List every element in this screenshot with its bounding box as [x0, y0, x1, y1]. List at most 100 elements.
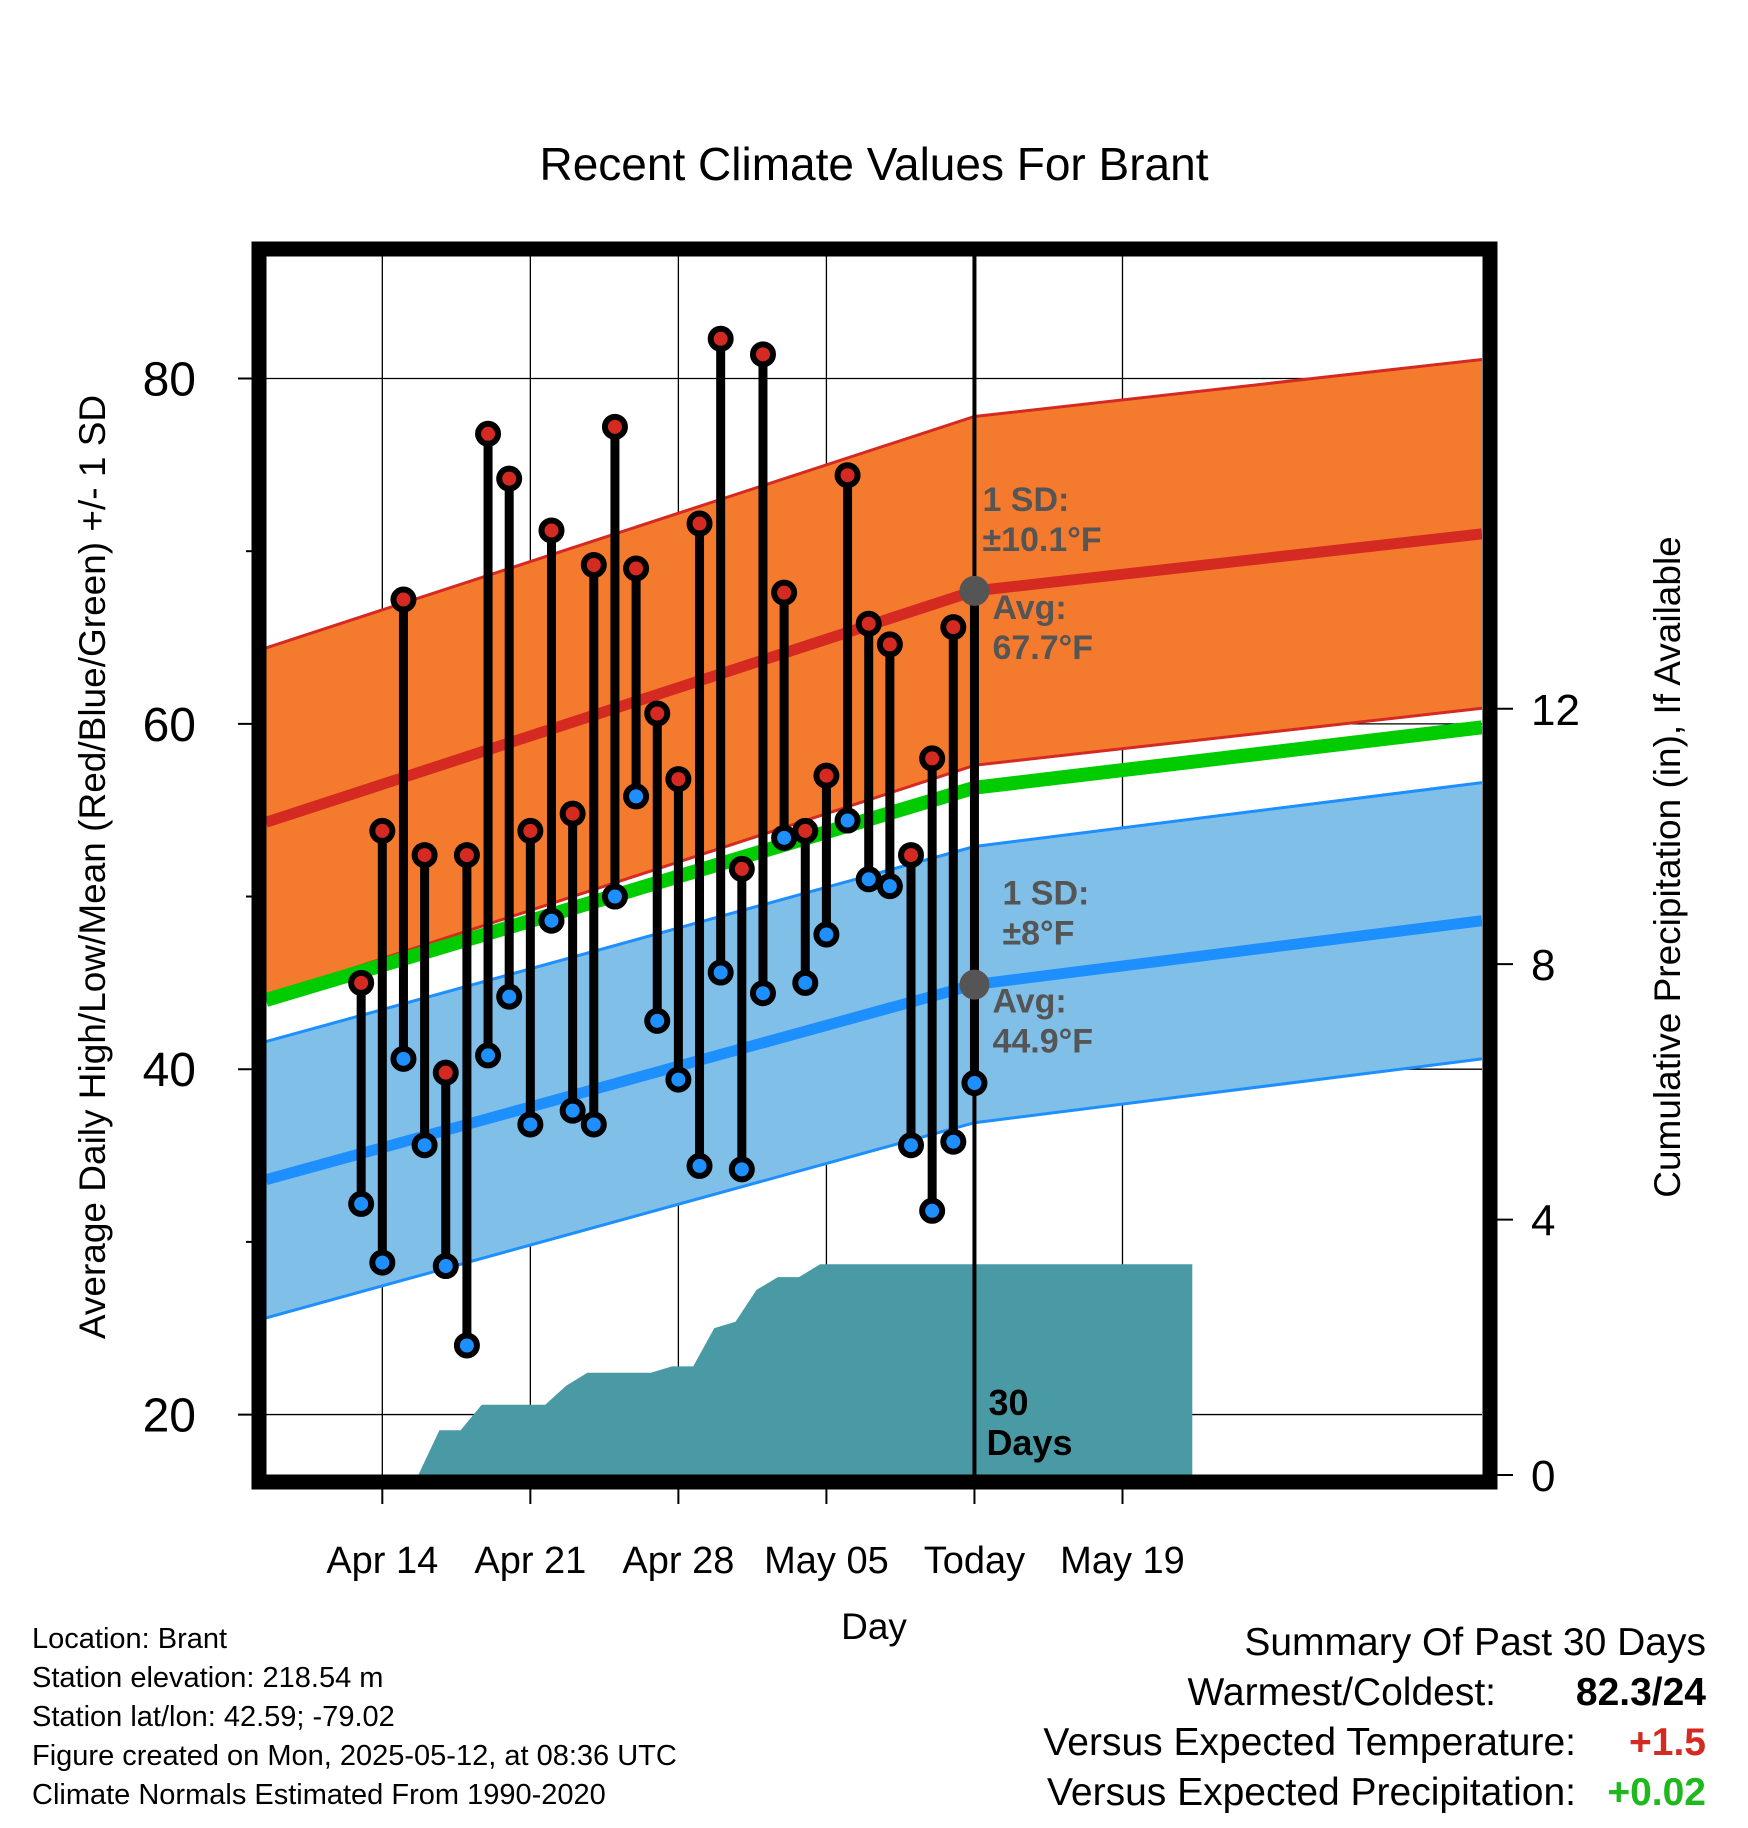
coldest-value: /24 — [1651, 1671, 1706, 1714]
low-sd-label: 1 SD: — [1002, 875, 1089, 913]
chart-title: Recent Climate Values For Brant — [540, 138, 1209, 190]
daily-low-point — [707, 959, 734, 986]
daily-record — [475, 420, 502, 1069]
high-avg-value: 67.7°F — [992, 629, 1093, 667]
x-tick-label: Today — [924, 1540, 1025, 1582]
daily-low-point — [369, 1249, 396, 1276]
daily-high-point — [432, 1059, 459, 1086]
normals-text: Climate Normals Estimated From 1990-2020 — [32, 1779, 606, 1811]
y2-axis-label: Cumulative Precipitation (in), If Availa… — [1647, 536, 1688, 1198]
daily-low-point — [919, 1197, 946, 1224]
daily-high-point — [453, 842, 480, 869]
daily-record — [390, 586, 417, 1072]
x-tick-label: May 19 — [1060, 1540, 1185, 1582]
daily-record — [559, 800, 586, 1124]
daily-high-point — [940, 614, 967, 641]
daily-low-point — [771, 824, 798, 851]
daily-record — [538, 517, 565, 934]
daily-high-point — [411, 842, 438, 869]
daily-low-point — [665, 1066, 692, 1093]
daily-low-point — [876, 873, 903, 900]
cumulative-precipitation-area — [418, 1264, 1193, 1475]
daily-high-point — [728, 855, 755, 882]
daily-low-point — [559, 1097, 586, 1124]
daily-low-point — [496, 983, 523, 1010]
x-tick-label: Apr 28 — [622, 1540, 734, 1582]
window-label-number: 30 — [988, 1382, 1028, 1423]
daily-low-point — [961, 1070, 988, 1097]
y2-tick-label: 4 — [1531, 1197, 1555, 1246]
daily-low-point — [940, 1128, 967, 1155]
daily-record — [813, 762, 840, 948]
daily-high-point — [665, 766, 692, 793]
daily-record — [517, 817, 544, 1138]
daily-high-point — [580, 551, 607, 578]
warm-cold-label: Warmest/Coldest: — [1187, 1671, 1496, 1714]
y2-tick-label: 12 — [1531, 686, 1580, 735]
latlon-text: Station lat/lon: 42.59; -79.02 — [32, 1701, 395, 1733]
daily-low-point — [644, 1007, 671, 1034]
temp-value: +1.5 — [1629, 1721, 1706, 1764]
location-text: Location: Brant — [32, 1623, 228, 1655]
daily-record — [580, 551, 607, 1138]
daily-low-point — [390, 1045, 417, 1072]
elevation-text: Station elevation: 218.54 m — [32, 1662, 384, 1694]
daily-low-point — [686, 1152, 713, 1179]
daily-record — [644, 700, 671, 1034]
daily-low-point — [601, 883, 628, 910]
daily-high-point — [898, 842, 925, 869]
daily-high-point — [813, 762, 840, 789]
daily-record — [919, 745, 946, 1224]
daily-record — [348, 969, 375, 1217]
daily-low-point — [348, 1190, 375, 1217]
daily-high-point — [855, 610, 882, 637]
daily-high-point — [475, 420, 502, 447]
daily-high-point — [771, 579, 798, 606]
today-high-avg-marker — [959, 575, 990, 606]
precip-label: Versus Expected Precipitation: — [1047, 1771, 1576, 1814]
daily-record — [665, 766, 692, 1093]
daily-low-point — [749, 980, 776, 1007]
daily-record — [728, 855, 755, 1183]
daily-high-point — [644, 700, 671, 727]
daily-record — [749, 341, 776, 1007]
daily-low-point — [898, 1132, 925, 1159]
daily-record — [496, 465, 523, 1010]
daily-record — [453, 842, 480, 1359]
low-avg-value: 44.9°F — [992, 1023, 1093, 1061]
daily-high-point — [623, 555, 650, 582]
daily-low-point — [728, 1156, 755, 1183]
daily-record — [623, 555, 650, 810]
daily-high-point — [686, 510, 713, 537]
y-tick-label: 60 — [143, 699, 196, 752]
daily-high-point — [348, 969, 375, 996]
daily-record — [792, 817, 819, 996]
daily-low-point — [432, 1253, 459, 1280]
daily-low-point — [813, 921, 840, 948]
daily-high-point — [390, 586, 417, 613]
daily-low-point — [580, 1111, 607, 1138]
daily-high-point — [834, 462, 861, 489]
daily-low-point — [855, 866, 882, 893]
daily-low-point — [623, 783, 650, 810]
daily-low-point — [475, 1042, 502, 1069]
daily-high-point — [538, 517, 565, 544]
daily-high-point — [369, 817, 396, 844]
x-tick-label: Apr 14 — [326, 1540, 438, 1582]
y-tick-label: 40 — [143, 1044, 196, 1097]
low-sd-band — [266, 782, 1482, 1318]
warmest-value: 82.3 — [1575, 1671, 1652, 1714]
daily-high-point — [749, 341, 776, 368]
daily-high-point — [601, 413, 628, 440]
high-sd-value: ±10.1°F — [982, 521, 1101, 559]
daily-high-point — [707, 325, 734, 352]
daily-record — [369, 817, 396, 1276]
warm-cold-value: 82.3/24 — [1496, 1668, 1706, 1718]
y-tick-label: 80 — [143, 354, 196, 407]
y-axis-label: Average Daily High/Low/Mean (Red/Blue/Gr… — [72, 395, 113, 1339]
precip-row: Versus Expected Precipitation: +0.02 — [806, 1768, 1706, 1818]
daily-high-point — [876, 631, 903, 658]
x-tick-label: May 05 — [764, 1540, 889, 1582]
daily-record — [601, 413, 628, 910]
